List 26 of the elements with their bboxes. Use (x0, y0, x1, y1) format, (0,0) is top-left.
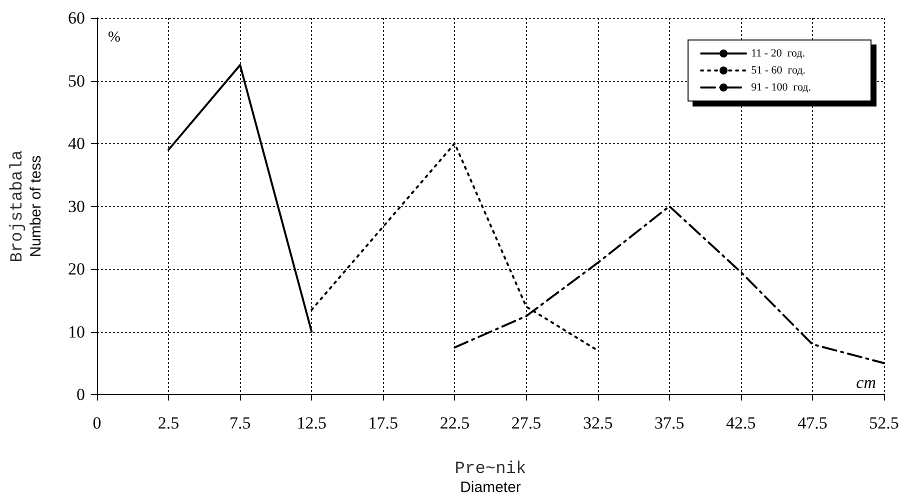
x-tick-label: 2.5 (158, 414, 180, 432)
annotation: cm (856, 373, 876, 392)
y-tick-label: 20 (68, 260, 85, 278)
y-tick-label: 30 (68, 196, 85, 216)
legend-label: 51 - 60 год. (751, 64, 806, 76)
x-tick-label: 47.5 (798, 414, 828, 432)
x-tick-label: 17.5 (368, 414, 398, 432)
y-tick-label: 60 (68, 8, 85, 28)
legend-label: 91 - 100 год. (751, 82, 812, 94)
x-tick-label: 7.5 (229, 414, 251, 432)
annotation: % (108, 30, 120, 46)
y-axis-title: Brojstabala Number of tess (8, 150, 44, 262)
x-axis-title: Pre~nik Diameter (454, 460, 526, 496)
x-tick-label: 42.5 (726, 414, 756, 432)
x-tick-label: 27.5 (511, 414, 542, 432)
legend-label: 11 - 20 год. (751, 48, 806, 60)
x-tick-label: 52.5 (869, 414, 899, 432)
y-tick-label: 10 (68, 322, 85, 342)
x-tick-label: 12.5 (296, 414, 327, 432)
x-tick-label: 0 (92, 414, 102, 432)
x-tick-label: 22.5 (440, 414, 470, 432)
x-tick-label: 37.5 (654, 414, 684, 432)
y-tick-label: 50 (68, 71, 85, 90)
y-tick-label: 0 (76, 385, 85, 404)
x-tick-label: 32.5 (582, 414, 613, 432)
y-tick-label: 40 (68, 134, 85, 153)
